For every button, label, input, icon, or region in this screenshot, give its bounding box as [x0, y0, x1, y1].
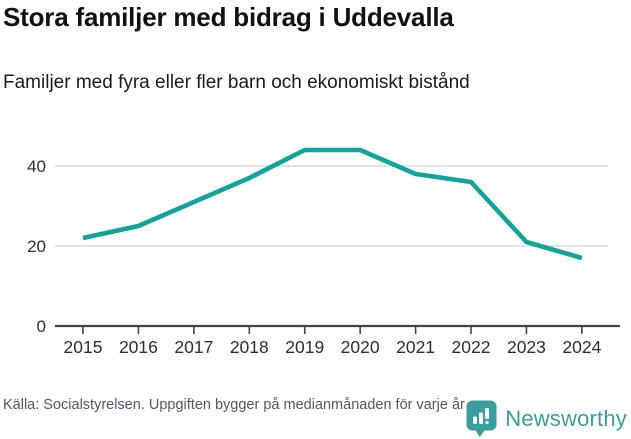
x-axis-tick-label: 2024	[562, 337, 601, 357]
y-axis-tick-label: 20	[27, 237, 46, 256]
x-axis-tick-label: 2019	[285, 337, 324, 357]
x-axis-tick-label: 2021	[396, 337, 435, 357]
newsworthy-wordmark: Newsworthy	[505, 405, 627, 431]
x-axis-tick-label: 2017	[174, 337, 213, 357]
chart-title: Stora familjer med bidrag i Uddevalla	[3, 2, 454, 32]
source-note: Källa: Socialstyrelsen. Uppgiften bygger…	[3, 397, 465, 413]
newsworthy-logo-icon	[466, 400, 497, 437]
y-axis-tick-label: 40	[27, 157, 46, 176]
line-chart: 0 20 40 2015 2016 2017 2018 2019 2020 2021 2022 202…	[27, 147, 620, 357]
x-axis-tick-label: 2023	[507, 337, 546, 357]
y-axis-tick-label: 0	[37, 317, 46, 336]
chart-subtitle: Familjer med fyra eller fler barn och ek…	[3, 72, 470, 93]
x-axis-tick-label: 2016	[119, 337, 158, 357]
data-line-series	[82, 147, 583, 261]
x-axis-tick-label: 2020	[341, 337, 380, 357]
x-axis-tick-label: 2022	[452, 337, 491, 357]
newsworthy-brand: Newsworthy	[466, 400, 627, 437]
x-axis-tick-label: 2015	[64, 337, 103, 357]
x-axis-tick-label: 2018	[230, 337, 269, 357]
